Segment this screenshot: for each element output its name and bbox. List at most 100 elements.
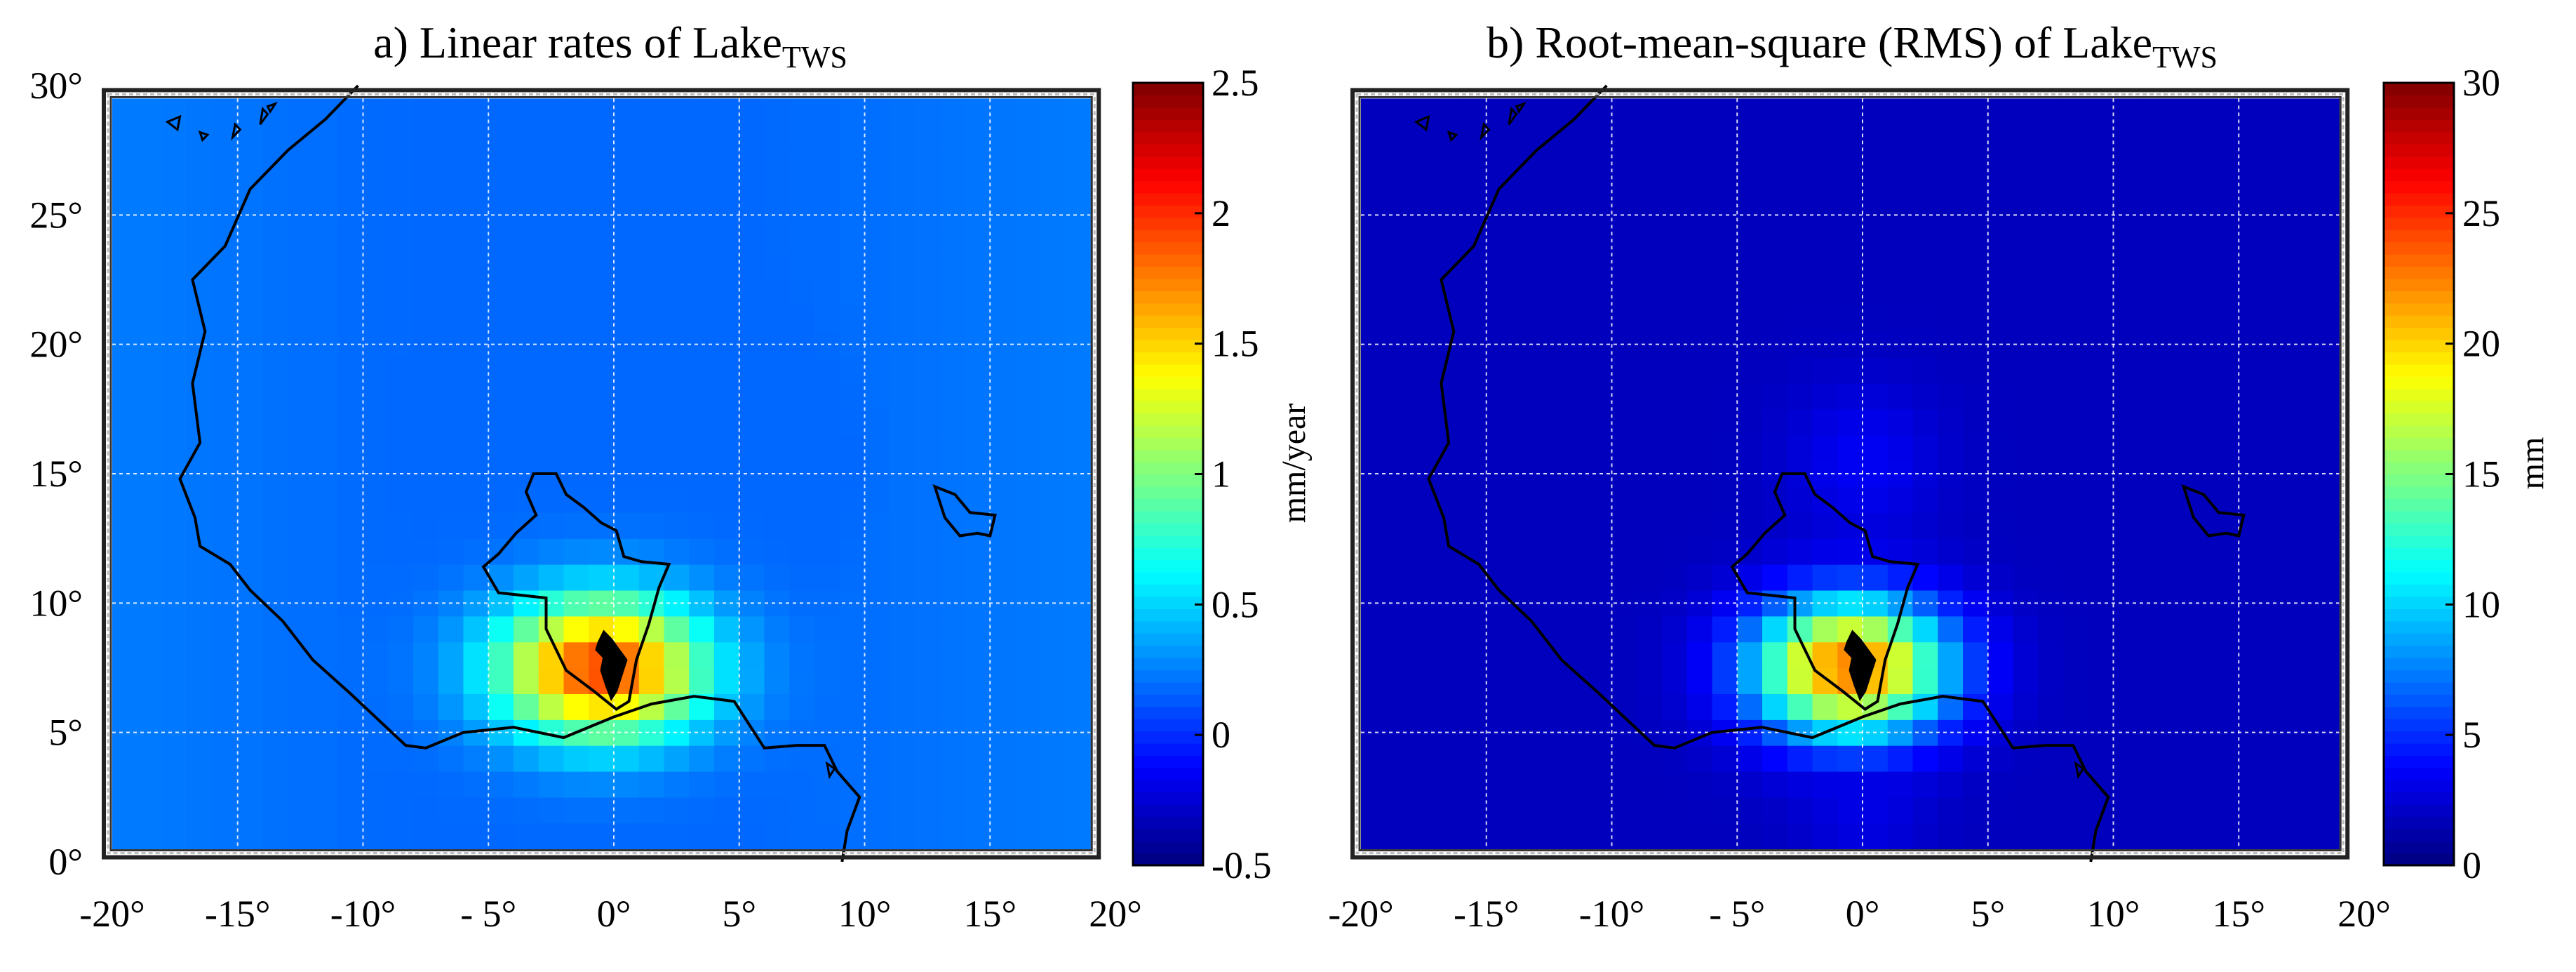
lake-chad-outline (2181, 484, 2246, 538)
heatmap-cell (1436, 797, 1462, 824)
heatmap-cell (689, 745, 715, 772)
heatmap-cell (1662, 823, 1688, 850)
lake-chad-outline (932, 484, 997, 538)
heatmap-cell (689, 98, 715, 125)
heatmap-cell (1887, 486, 1914, 513)
colorbar-segment (2384, 352, 2454, 365)
heatmap-cell (1737, 564, 1763, 591)
colorbar-tick-label: 2 (1212, 192, 1230, 234)
colorbar-segment (2384, 498, 2454, 512)
heatmap-cell (965, 564, 991, 591)
heatmap-cell (538, 434, 565, 462)
heatmap-cell (488, 667, 514, 694)
heatmap-cell (814, 124, 840, 151)
colorbar-segment (1133, 291, 1203, 304)
colorbar-segment (1133, 107, 1203, 120)
heatmap-cell (2013, 719, 2039, 746)
heatmap-cell (1787, 408, 1813, 436)
colorbar-segment (1133, 449, 1203, 462)
heatmap-cell (463, 538, 489, 565)
heatmap-cell (939, 615, 966, 643)
heatmap-cell (1812, 512, 1838, 539)
heatmap-cell (388, 98, 414, 125)
heatmap-cell (1486, 434, 1512, 462)
heatmap-cell (1662, 305, 1688, 332)
heatmap-cell (1411, 745, 1437, 772)
heatmap-cell (1662, 590, 1688, 617)
heatmap-cell (438, 383, 464, 410)
heatmap-cell (864, 667, 890, 694)
heatmap-cell (187, 124, 213, 151)
heatmap-cell (1486, 98, 1512, 125)
heatmap-cell (965, 150, 991, 177)
heatmap-cell (1712, 124, 1738, 151)
heatmap-cell (614, 615, 640, 643)
heatmap-cell (689, 305, 715, 332)
colorbar-segment (1133, 266, 1203, 279)
heatmap-cell (337, 771, 364, 798)
volta-basin-outline (481, 472, 671, 711)
heatmap-cell (1686, 383, 1713, 410)
heatmap-cell (965, 124, 991, 151)
heatmap-cell (2264, 641, 2290, 669)
x-tick-label: 10° (2087, 893, 2140, 935)
heatmap-cell (162, 227, 188, 255)
heatmap-cell (1637, 667, 1663, 694)
heatmap-cell (2063, 667, 2089, 694)
heatmap-cell (2038, 305, 2064, 332)
heatmap-cell (538, 564, 565, 591)
heatmap-cell (262, 176, 288, 203)
heatmap-cell (2213, 124, 2239, 151)
heatmap-cell (538, 279, 565, 306)
heatmap-cell (2288, 641, 2315, 669)
heatmap-cell (739, 771, 765, 798)
heatmap-cell (739, 745, 765, 772)
heatmap-cell (237, 227, 264, 255)
heatmap-cell (1637, 357, 1663, 384)
heatmap-cell (1887, 176, 1914, 203)
canary-island (165, 114, 182, 132)
heatmap-cell (563, 693, 589, 720)
heatmap-cell (1686, 745, 1713, 772)
heatmap-cell (2213, 641, 2239, 669)
heatmap-cell (1912, 150, 1938, 177)
heatmap-cell (864, 227, 890, 255)
heatmap-cell (689, 253, 715, 281)
heatmap-cell (1737, 693, 1763, 720)
heatmap-cell (1562, 408, 1588, 436)
heatmap-cell (1562, 771, 1588, 798)
heatmap-cell (1963, 564, 1989, 591)
heatmap-cell (187, 279, 213, 306)
heatmap-cell (363, 98, 389, 125)
heatmap-cell (1461, 305, 1487, 332)
heatmap-cell (990, 98, 1016, 125)
heatmap-cell (814, 667, 840, 694)
heatmap-cell (638, 253, 665, 281)
heatmap-cell (1737, 150, 1763, 177)
heatmap-cell (388, 227, 414, 255)
heatmap-cell (363, 512, 389, 539)
heatmap-cell (1837, 124, 1863, 151)
y-tick-label: 25° (29, 194, 83, 236)
colorbar-segment (1133, 620, 1203, 634)
heatmap-cell (237, 745, 264, 772)
heatmap-cell (2264, 176, 2290, 203)
heatmap-cell (112, 667, 138, 694)
heatmap-cell (1015, 357, 1041, 384)
heatmap-cell (463, 408, 489, 436)
heatmap-cell (689, 150, 715, 177)
heatmap-cell (2138, 486, 2164, 513)
heatmap-cell (288, 383, 314, 410)
heatmap-cell (1486, 253, 1512, 281)
heatmap-cell (990, 538, 1016, 565)
heatmap-cell (1637, 486, 1663, 513)
heatmap-cell (2013, 615, 2039, 643)
heatmap-cell (1562, 564, 1588, 591)
heatmap-cell (714, 305, 740, 332)
heatmap-cell (1611, 667, 1637, 694)
heatmap-cell (2013, 98, 2039, 125)
heatmap-cell (488, 771, 514, 798)
heatmap-cell (1637, 124, 1663, 151)
heatmap-cell (1837, 719, 1863, 746)
heatmap-cell (614, 279, 640, 306)
